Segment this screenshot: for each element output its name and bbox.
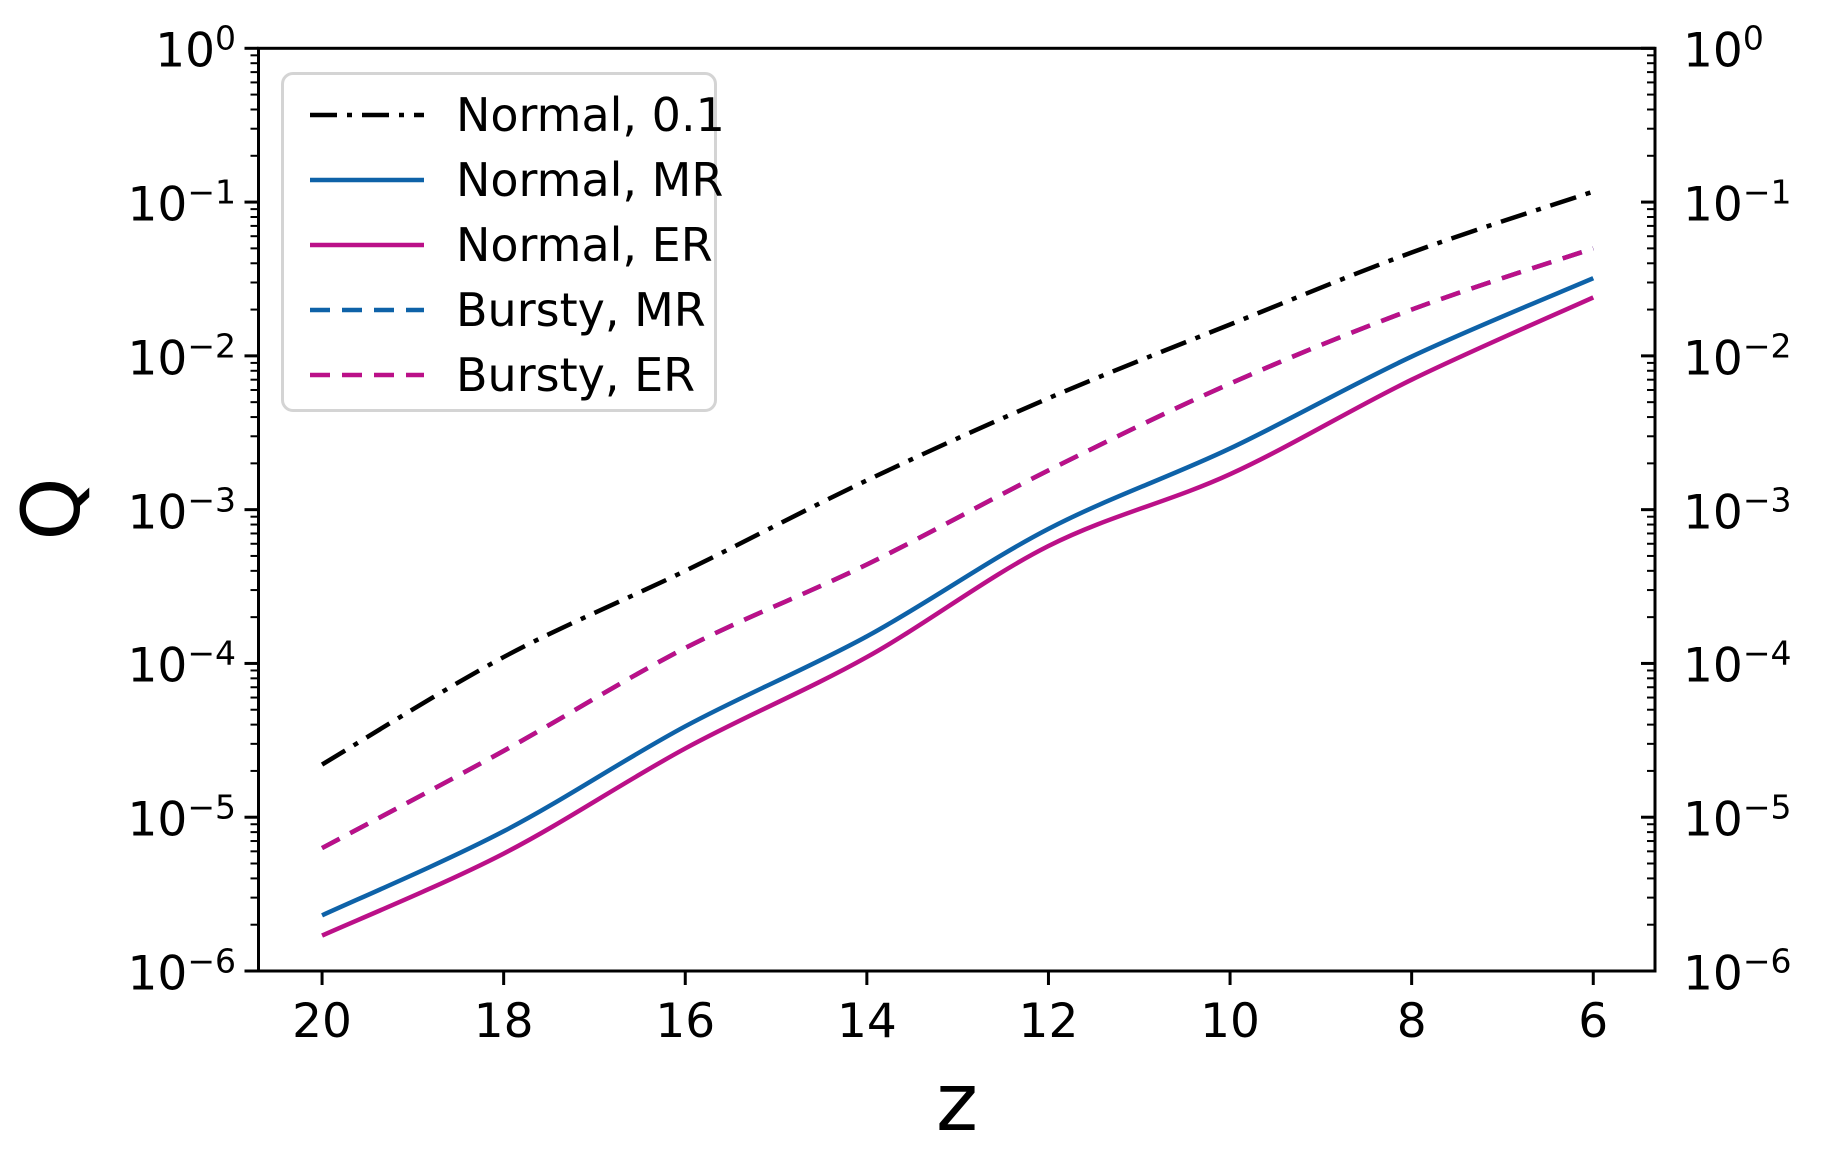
x-tick-label: 6 bbox=[1578, 994, 1609, 1049]
y-tick-label-left: 10−4 bbox=[127, 634, 236, 694]
legend-entry-normal-mr: Normal, MR bbox=[284, 147, 723, 212]
legend-entry-normal-er: Normal, ER bbox=[284, 212, 714, 277]
x-tick-label: 16 bbox=[655, 994, 716, 1049]
series-line-normal-er bbox=[321, 295, 1595, 938]
legend-entry-bursty-mr: Bursty, MR bbox=[284, 277, 714, 342]
x-tick-label: 18 bbox=[473, 994, 534, 1049]
x-tick-label: 8 bbox=[1396, 994, 1427, 1049]
y-tick-label-right: 10−2 bbox=[1683, 326, 1792, 387]
y-tick-label-right: 10−4 bbox=[1683, 634, 1792, 694]
y-tick-label-right: 10−1 bbox=[1683, 172, 1792, 233]
series-line-normal-mr bbox=[321, 276, 1595, 918]
legend-entry-label: Normal, ER bbox=[456, 217, 713, 272]
x-tick-label: 10 bbox=[1200, 994, 1260, 1049]
legend-entry-label: Bursty, ER bbox=[456, 347, 696, 402]
x-tick-label: 14 bbox=[836, 994, 897, 1049]
legend-line-sample bbox=[310, 112, 424, 117]
legend-entries: Normal, 0.1 Normal, MR Normal, ER Bursty, M… bbox=[284, 82, 725, 407]
x-axis-label: z bbox=[936, 1056, 978, 1149]
legend-entry-label: Normal, MR bbox=[456, 152, 724, 207]
y-tick-label-right: 10−6 bbox=[1683, 941, 1792, 1002]
y-tick-label-left: 10−6 bbox=[127, 941, 236, 1002]
y-tick-label-left: 10−5 bbox=[127, 787, 236, 848]
series-line-normal-0-1 bbox=[320, 189, 1594, 767]
y-tick-label-left: 10−1 bbox=[127, 172, 236, 233]
y-tick-label-left: 10−2 bbox=[127, 326, 236, 387]
legend-line-sample bbox=[310, 307, 424, 312]
y-tick-label-left: 10−3 bbox=[127, 480, 236, 540]
y-tick-label-right: 100 bbox=[1683, 18, 1764, 79]
legend-line-sample bbox=[310, 177, 424, 182]
legend-entry-normal-0-1: Normal, 0.1 bbox=[284, 82, 725, 147]
legend-entry-label: Bursty, MR bbox=[456, 282, 706, 337]
y-tick-label-right: 10−3 bbox=[1683, 480, 1792, 540]
x-tick-label: 20 bbox=[292, 994, 352, 1049]
legend-entry-label: Normal, 0.1 bbox=[456, 87, 725, 142]
legend-line-sample bbox=[310, 242, 424, 247]
axes-spines bbox=[257, 46, 1657, 973]
y-tick-label-left: 100 bbox=[155, 18, 236, 79]
x-tick-label: 12 bbox=[1018, 994, 1079, 1049]
y-axis-label: Q bbox=[5, 477, 98, 541]
legend: Normal, 0.1 Normal, MR Normal, ER Bursty, M… bbox=[281, 72, 725, 412]
legend-line-sample bbox=[310, 372, 424, 377]
y-tick-label-right: 10−5 bbox=[1683, 787, 1792, 848]
series-line-bursty-er bbox=[320, 246, 1594, 851]
legend-entry-bursty-er: Bursty, ER bbox=[284, 342, 714, 407]
